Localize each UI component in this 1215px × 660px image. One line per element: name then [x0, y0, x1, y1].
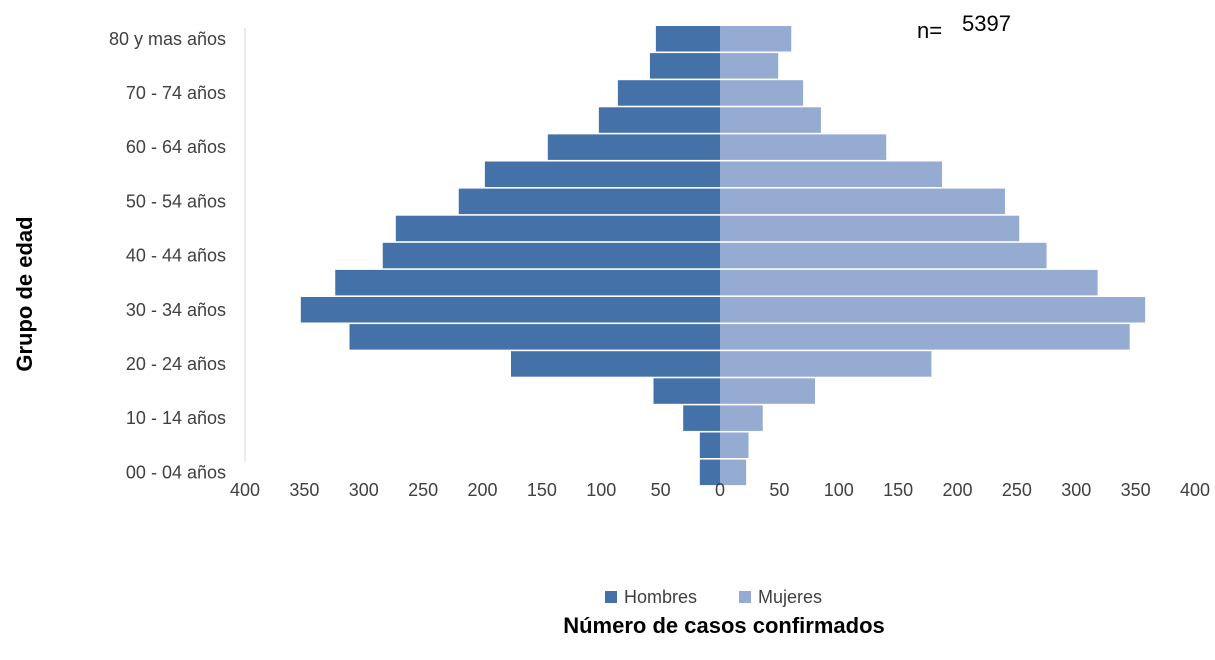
- bar-mujeres-10-14-a-os: [720, 405, 763, 431]
- x-tick-label-4: 200: [467, 480, 497, 500]
- bar-hombres-50-54-a-os: [458, 188, 720, 215]
- y-tick-label-20-24-a-os: 20 - 24 años: [126, 354, 226, 374]
- y-tick-label-10-14-a-os: 10 - 14 años: [126, 408, 226, 428]
- x-tick-label-10: 100: [824, 480, 854, 500]
- bar-mujeres-65-69-a-os: [720, 107, 821, 133]
- x-tick-label-1: 350: [289, 480, 319, 500]
- bar-hombres-30-34-a-os: [300, 297, 720, 323]
- bar-mujeres-45-49-a-os: [720, 215, 1020, 242]
- x-tick-label-6: 100: [586, 480, 616, 500]
- bar-mujeres-50-54-a-os: [720, 188, 1005, 215]
- annotation-n-prefix: n=: [917, 18, 942, 43]
- x-tick-label-3: 250: [408, 480, 438, 500]
- bar-mujeres-40-44-a-os: [720, 242, 1047, 269]
- x-tick-label-11: 150: [883, 480, 913, 500]
- bar-hombres-00-04-a-os: [699, 459, 720, 486]
- bar-mujeres-05-09-a-os: [720, 432, 749, 458]
- bars-group: [300, 26, 1146, 486]
- bar-hombres-20-24-a-os: [511, 351, 720, 377]
- bar-hombres-40-44-a-os: [382, 242, 720, 269]
- y-tick-label-00-04-a-os: 00 - 04 años: [126, 462, 226, 482]
- x-tick-label-0: 400: [230, 480, 260, 500]
- legend-swatch-mujeres: [739, 591, 751, 603]
- x-tick-labels: 400 350 300 250 200 150 100 50 0 50 100 150 200 250 30…: [230, 480, 1210, 500]
- x-tick-label-15: 350: [1121, 480, 1151, 500]
- bar-mujeres-70-74-a-os: [720, 80, 804, 106]
- x-tick-label-12: 200: [942, 480, 972, 500]
- bar-mujeres-30-34-a-os: [720, 297, 1146, 323]
- bar-mujeres-55-59-a-os: [720, 161, 943, 187]
- bar-hombres-70-74-a-os: [617, 80, 720, 106]
- x-tick-label-2: 300: [349, 480, 379, 500]
- bar-hombres-80-y-mas-a-os: [655, 26, 720, 52]
- x-tick-label-13: 250: [1002, 480, 1032, 500]
- legend: Hombres Mujeres: [605, 587, 822, 607]
- x-tick-label-16: 400: [1180, 480, 1210, 500]
- bar-mujeres-00-04-a-os: [720, 459, 747, 486]
- y-axis-title: Grupo de edad: [12, 216, 37, 371]
- bar-mujeres-60-64-a-os: [720, 134, 887, 160]
- bar-mujeres-20-24-a-os: [720, 351, 932, 377]
- y-tick-label-80-y-mas-a-os: 80 y mas años: [109, 29, 226, 49]
- x-axis-title: Número de casos confirmados: [563, 613, 885, 638]
- bar-hombres-75-79-a-os: [649, 53, 720, 79]
- y-tick-label-30-34-a-os: 30 - 34 años: [126, 300, 226, 320]
- y-tick-label-60-64-a-os: 60 - 64 años: [126, 137, 226, 157]
- annotation-n-value: 5397: [962, 11, 1011, 36]
- bar-mujeres-35-39-a-os: [720, 269, 1098, 296]
- legend-label-hombres: Hombres: [624, 587, 697, 607]
- bar-hombres-05-09-a-os: [699, 432, 720, 458]
- bar-hombres-45-49-a-os: [395, 215, 720, 242]
- y-tick-label-70-74-a-os: 70 - 74 años: [126, 83, 226, 103]
- bar-mujeres-75-79-a-os: [720, 53, 779, 79]
- bar-mujeres-15-19-a-os: [720, 378, 815, 404]
- x-tick-label-7: 50: [651, 480, 671, 500]
- legend-label-mujeres: Mujeres: [758, 587, 822, 607]
- x-tick-label-5: 150: [527, 480, 557, 500]
- x-tick-label-9: 50: [769, 480, 789, 500]
- bar-hombres-60-64-a-os: [547, 134, 720, 160]
- x-tick-label-14: 300: [1061, 480, 1091, 500]
- bar-hombres-55-59-a-os: [484, 161, 720, 187]
- x-tick-label-8: 0: [715, 480, 725, 500]
- bar-mujeres-25-29-a-os: [720, 324, 1130, 350]
- bar-hombres-10-14-a-os: [683, 405, 720, 431]
- y-tick-label-40-44-a-os: 40 - 44 años: [126, 246, 226, 266]
- bar-mujeres-80-y-mas-a-os: [720, 26, 792, 52]
- bar-hombres-15-19-a-os: [653, 378, 720, 404]
- legend-swatch-hombres: [605, 591, 617, 603]
- y-tick-labels: 00 - 04 años 10 - 14 años 20 - 24 años 30 -…: [109, 29, 226, 483]
- bar-hombres-25-29-a-os: [349, 324, 720, 350]
- y-tick-label-50-54-a-os: 50 - 54 años: [126, 191, 226, 211]
- bar-hombres-65-69-a-os: [598, 107, 720, 133]
- bar-hombres-35-39-a-os: [335, 269, 720, 296]
